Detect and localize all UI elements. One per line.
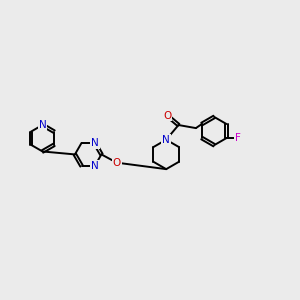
Text: N: N bbox=[91, 138, 99, 148]
Text: O: O bbox=[163, 111, 171, 121]
Text: N: N bbox=[91, 161, 99, 171]
Text: F: F bbox=[235, 133, 241, 143]
Text: N: N bbox=[39, 120, 46, 130]
Text: O: O bbox=[112, 158, 121, 168]
Text: N: N bbox=[162, 135, 170, 145]
